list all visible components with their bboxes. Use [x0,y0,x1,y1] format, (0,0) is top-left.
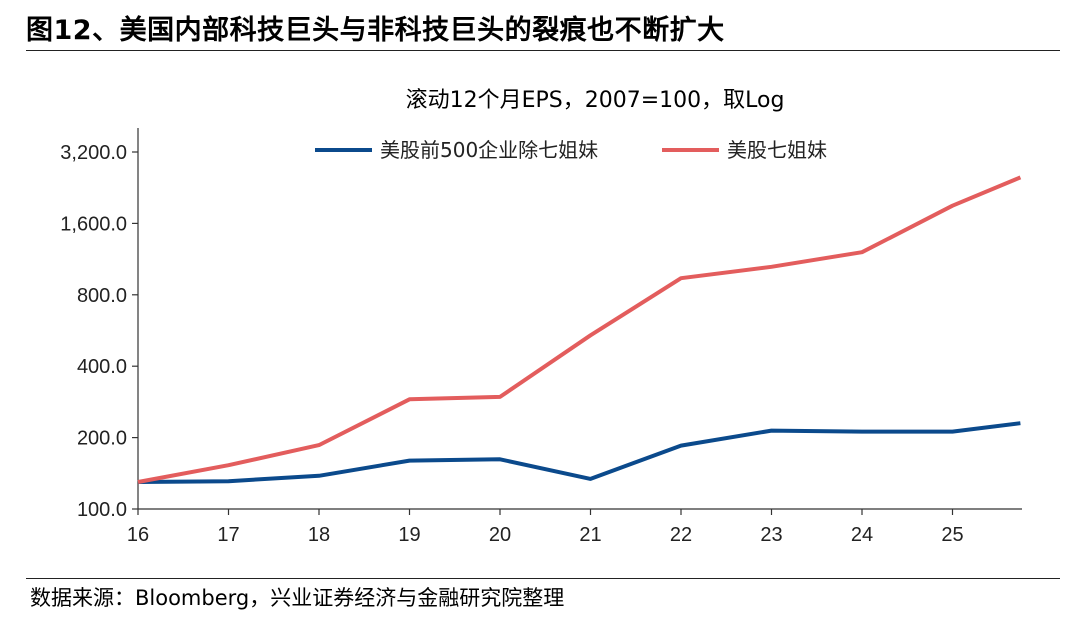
x-tick-label: 25 [941,524,963,546]
series-line-2 [137,175,1022,484]
x-tick-label: 24 [851,524,873,546]
y-tick-label: 1,600.0 [60,213,127,235]
y-tick-label: 200.0 [77,428,127,450]
x-tick-label: 20 [489,524,511,546]
chart-title: 滚动12个月EPS，2007=100，取Log [406,88,785,113]
y-tick-label: 3,200.0 [60,142,127,164]
y-tick-label: 800.0 [77,285,127,307]
series-layer [137,175,1022,484]
legend: 美股前500企业除七姐妹 美股七姐妹 [315,138,827,162]
axes: 100.0 200.0 400.0 800.0 1,600.0 3,200.0 16 17 18… [60,128,1022,546]
bottom-rule [26,578,1060,579]
source-note: 数据来源：Bloomberg，兴业证券经济与金融研究院整理 [30,586,565,610]
x-tick-label: 22 [670,524,692,546]
top-rule [26,50,1060,51]
x-tick-label: 16 [127,524,149,546]
x-tick-label: 23 [760,524,782,546]
x-tick-label: 18 [308,524,330,546]
legend-label-2: 美股七姐妹 [727,138,827,162]
legend-label-1: 美股前500企业除七姐妹 [380,138,598,162]
y-tick-label: 100.0 [77,499,127,521]
x-tick-label: 19 [398,524,420,546]
x-tick-label: 21 [579,524,601,546]
series-line-1 [137,421,1021,484]
figure-title: 图12、美国内部科技巨头与非科技巨头的裂痕也不断扩大 [26,15,725,46]
x-tick-label: 17 [217,524,239,546]
y-tick-label: 400.0 [77,356,127,378]
